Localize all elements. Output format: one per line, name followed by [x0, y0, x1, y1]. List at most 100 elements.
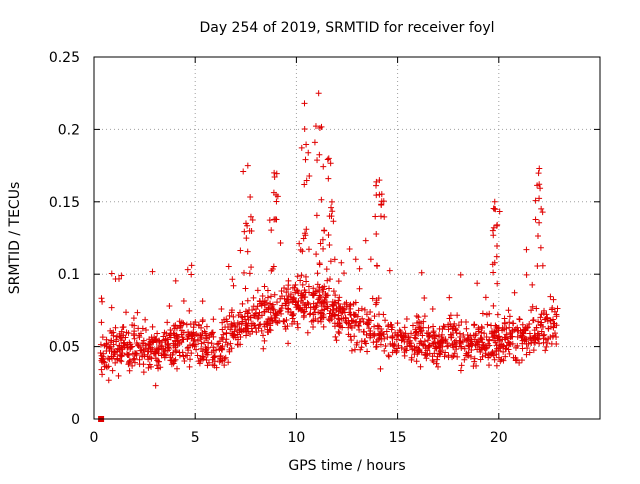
data-point: [371, 332, 378, 339]
data-point: [105, 355, 112, 362]
data-point: [186, 342, 193, 349]
data-point: [261, 283, 268, 290]
data-point: [198, 324, 205, 331]
data-point: [539, 262, 546, 269]
data-point: [318, 196, 325, 203]
data-point: [425, 324, 432, 331]
data-point: [219, 326, 226, 333]
data-point: [485, 362, 492, 369]
data-point: [312, 288, 319, 295]
data-point: [381, 347, 388, 354]
data-point: [159, 339, 166, 346]
data-point: [180, 297, 187, 304]
data-point: [370, 339, 377, 346]
data-point: [311, 139, 318, 146]
data-point: [426, 332, 433, 339]
data-point: [502, 353, 509, 360]
data-point: [219, 344, 226, 351]
data-point: [543, 343, 550, 350]
data-point: [335, 297, 342, 304]
data-point: [252, 310, 259, 317]
data-point: [310, 324, 317, 331]
data-point: [430, 328, 437, 335]
data-point: [271, 291, 278, 298]
data-point: [321, 227, 328, 234]
data-point: [345, 331, 352, 338]
data-point: [338, 259, 345, 266]
data-point: [125, 361, 132, 368]
data-point: [167, 334, 174, 341]
data-point: [188, 271, 195, 278]
data-point: [303, 141, 310, 148]
data-point: [274, 319, 281, 326]
data-point: [437, 340, 444, 347]
data-point: [532, 197, 539, 204]
data-point: [536, 340, 543, 347]
data-point: [356, 265, 363, 272]
data-point: [112, 324, 119, 331]
data-point: [283, 289, 290, 296]
data-point: [118, 328, 125, 335]
data-point: [536, 195, 543, 202]
data-point: [236, 321, 243, 328]
data-point: [445, 326, 452, 333]
data-point: [258, 327, 265, 334]
data-point: [493, 253, 500, 260]
data-point: [270, 263, 277, 270]
data-point: [137, 330, 144, 337]
data-point: [479, 336, 486, 343]
data-point: [300, 235, 307, 242]
data-point: [329, 312, 336, 319]
data-point: [304, 329, 311, 336]
data-point: [426, 342, 433, 349]
data-point: [541, 331, 548, 338]
data-point: [118, 353, 125, 360]
data-point: [269, 301, 276, 308]
data-point: [442, 349, 449, 356]
data-point: [140, 369, 147, 376]
data-point: [267, 309, 274, 316]
data-point: [455, 322, 462, 329]
data-point: [247, 194, 254, 201]
data-point: [400, 334, 407, 341]
data-point: [332, 311, 339, 318]
data-point: [172, 347, 179, 354]
data-point: [336, 294, 343, 301]
data-point: [203, 323, 210, 330]
data-point: [150, 350, 157, 357]
data-point: [199, 318, 206, 325]
data-point: [468, 347, 475, 354]
data-point: [479, 353, 486, 360]
data-point: [371, 323, 378, 330]
data-point: [154, 330, 161, 337]
data-point: [366, 317, 373, 324]
data-point: [313, 302, 320, 309]
data-point: [305, 301, 312, 308]
data-point: [140, 346, 147, 353]
data-point: [373, 231, 380, 238]
data-point: [447, 312, 454, 319]
data-point: [181, 357, 188, 364]
data-point: [112, 275, 119, 282]
data-point: [394, 320, 401, 327]
data-point: [378, 335, 385, 342]
data-point: [305, 246, 312, 253]
data-point: [336, 319, 343, 326]
data-point: [330, 288, 337, 295]
data-point: [316, 284, 323, 291]
data-point: [204, 362, 211, 369]
data-point: [453, 343, 460, 350]
data-point: [544, 314, 551, 321]
data-point: [401, 338, 408, 345]
data-point: [522, 336, 529, 343]
data-point: [140, 340, 147, 347]
data-point: [457, 367, 464, 374]
data-point: [494, 280, 501, 287]
data-point: [328, 198, 335, 205]
data-point: [535, 336, 542, 343]
data-point: [480, 342, 487, 349]
data-point: [190, 324, 197, 331]
data-point: [494, 221, 501, 228]
data-point: [277, 239, 284, 246]
data-point: [184, 335, 191, 342]
